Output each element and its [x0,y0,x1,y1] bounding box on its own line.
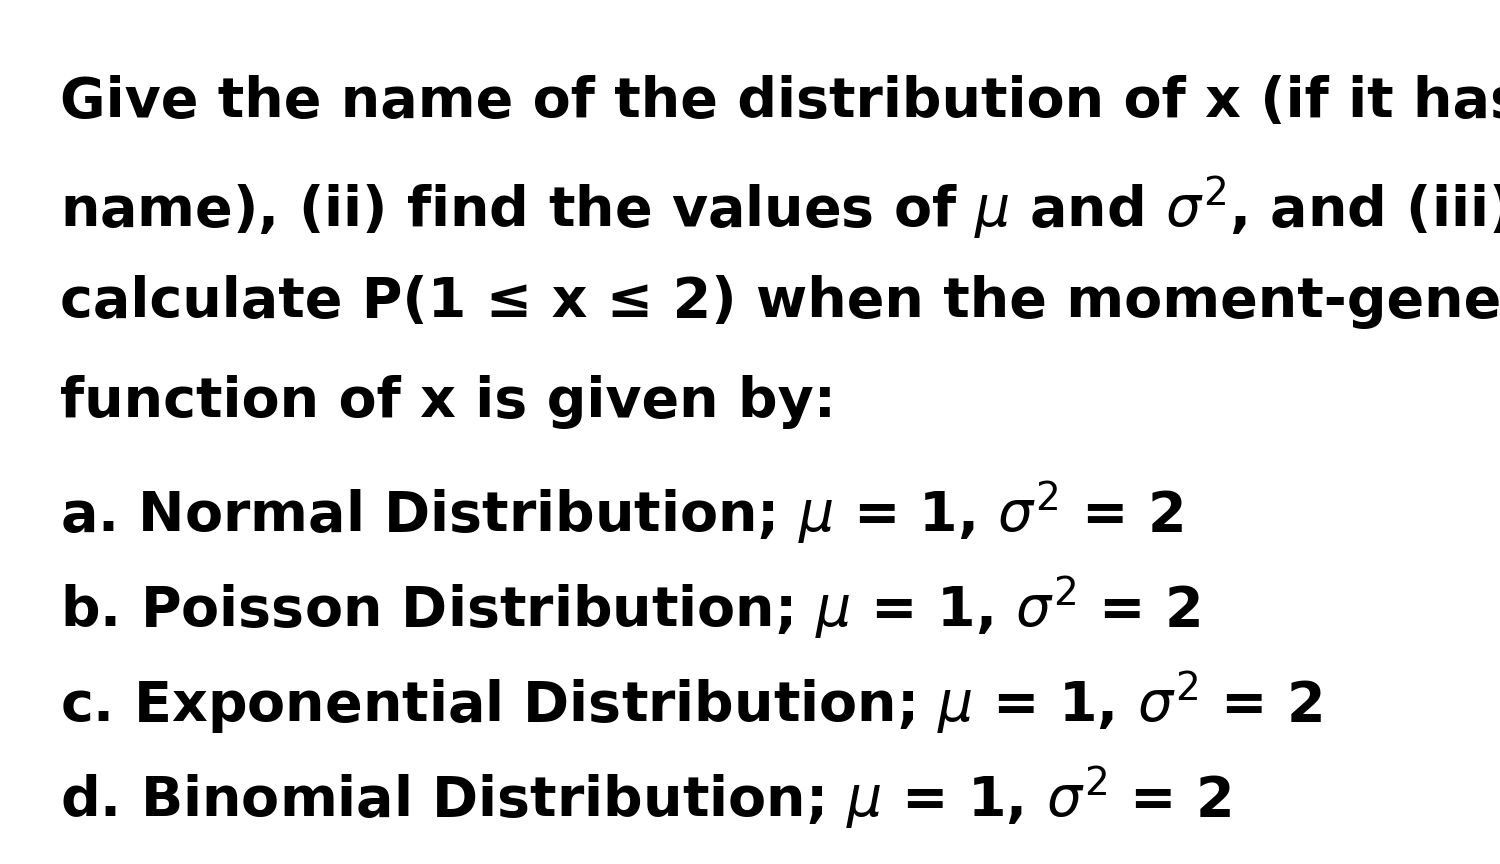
Text: function of x is given by:: function of x is given by: [60,375,836,429]
Text: name), (ii) find the values of $\mu$ and $\sigma^2$, and (iii): name), (ii) find the values of $\mu$ and… [60,175,1500,242]
Text: a. Normal Distribution; $\mu$ = 1, $\sigma^2$ = 2: a. Normal Distribution; $\mu$ = 1, $\sig… [60,480,1184,547]
Text: d. Binomial Distribution; $\mu$ = 1, $\sigma^2$ = 2: d. Binomial Distribution; $\mu$ = 1, $\s… [60,765,1231,832]
Text: c. Exponential Distribution; $\mu$ = 1, $\sigma^2$ = 2: c. Exponential Distribution; $\mu$ = 1, … [60,670,1323,737]
Text: Give the name of the distribution of x (if it has a: Give the name of the distribution of x (… [60,75,1500,129]
Text: b. Poisson Distribution; $\mu$ = 1, $\sigma^2$ = 2: b. Poisson Distribution; $\mu$ = 1, $\si… [60,575,1200,642]
Text: calculate P(1 ≤ x ≤ 2) when the moment-generating: calculate P(1 ≤ x ≤ 2) when the moment-g… [60,275,1500,329]
